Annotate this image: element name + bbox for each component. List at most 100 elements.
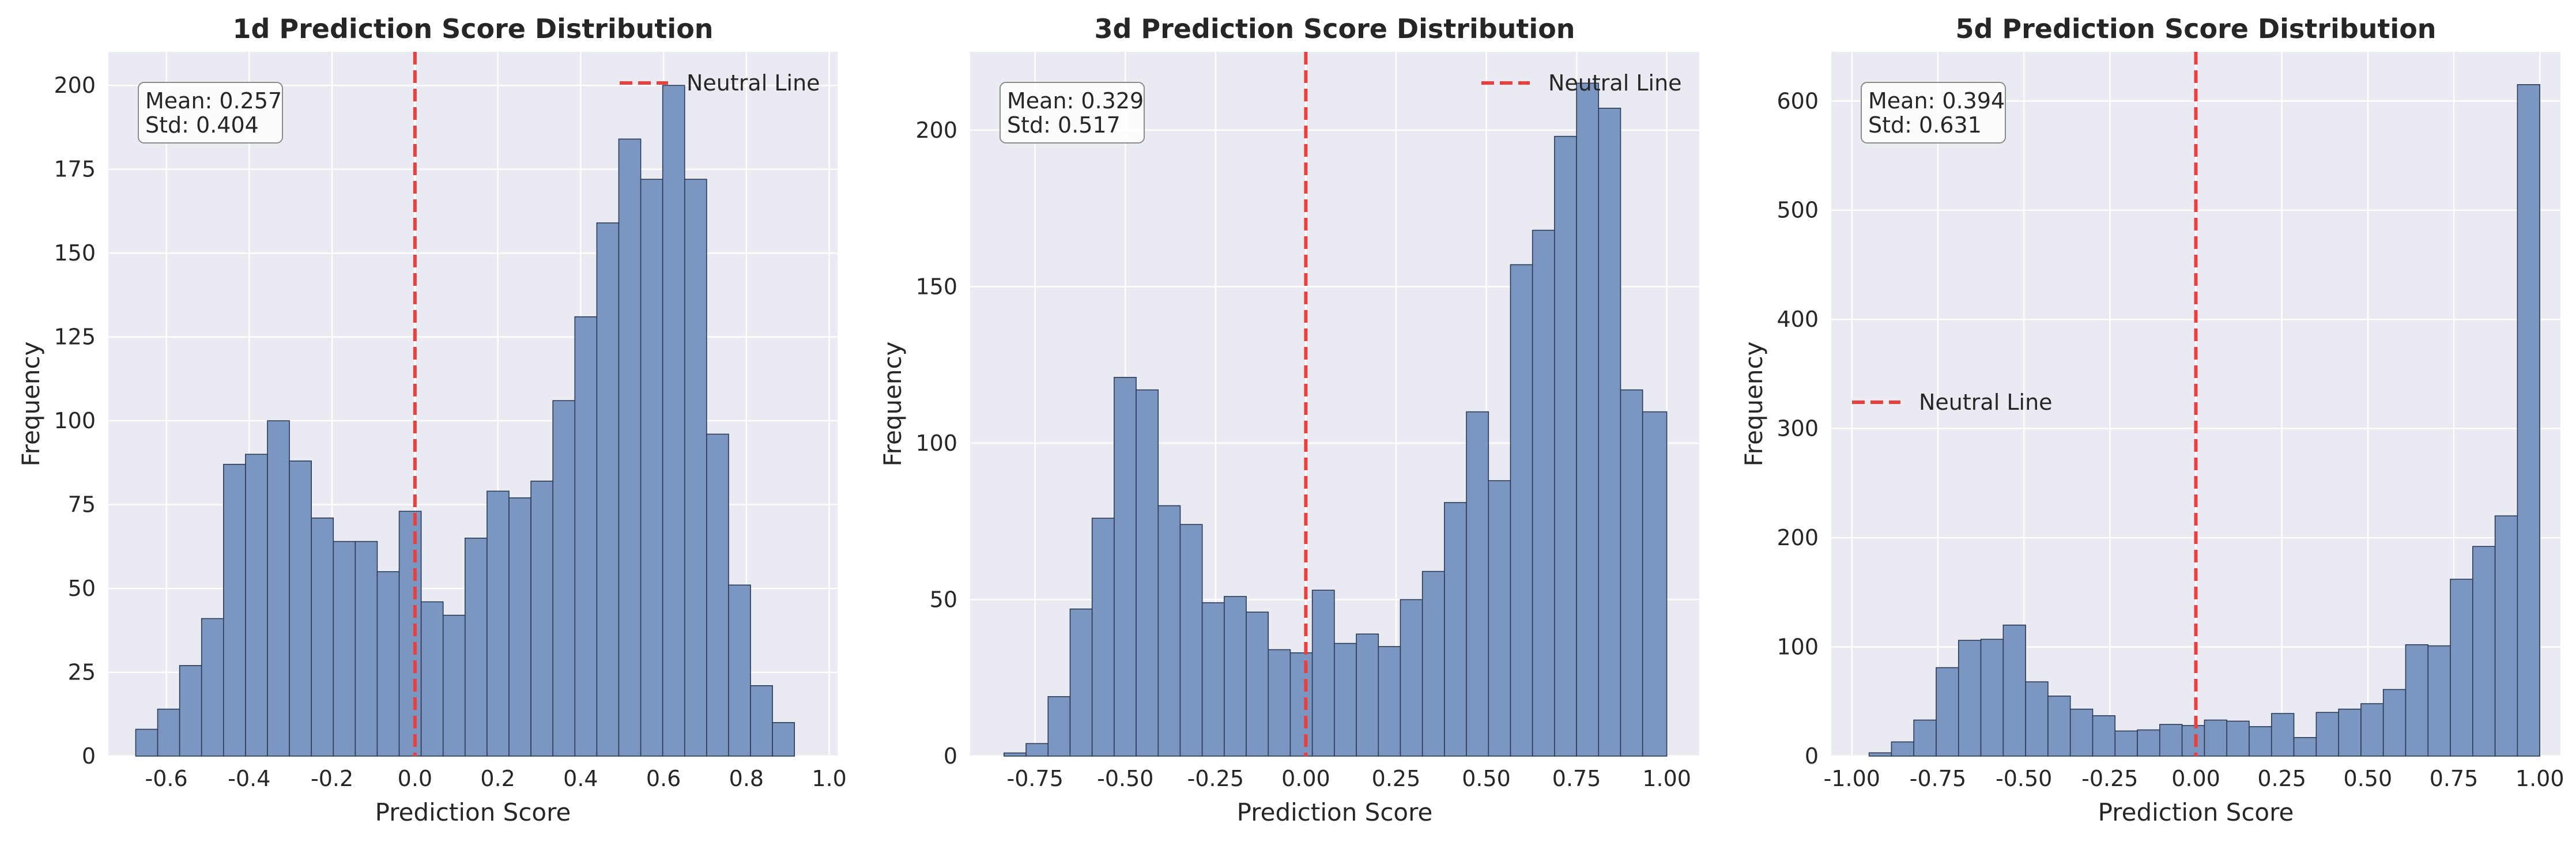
legend-label: Neutral Line [1548, 70, 1682, 96]
x-tick-label: 1.0 [812, 766, 846, 791]
y-tick-label: 100 [915, 430, 957, 456]
chart-panel-2: -0.75 -0.50 -0.25 0.00 0.25 0.50 0.75 1.00 0 50 10… [878, 13, 1699, 826]
histogram-bar [1025, 743, 1049, 757]
histogram-bar [2114, 730, 2138, 757]
legend: Neutral Line [1481, 70, 1682, 96]
x-tick-label: -0.2 [311, 766, 353, 791]
chart-title: 5d Prediction Score Distribution [1955, 13, 2436, 44]
histogram-bar [1532, 229, 1555, 757]
chart-title: 3d Prediction Score Distribution [1094, 13, 1575, 44]
x-tick-label: -0.50 [1097, 766, 1153, 791]
histogram-bar [1224, 596, 1247, 757]
x-tick-label: -0.25 [1187, 766, 1244, 791]
x-tick-label: 0.75 [2430, 766, 2479, 791]
histogram-bar [2517, 84, 2540, 757]
x-tick-label: 1.00 [2515, 766, 2564, 791]
legend: Neutral Line [1852, 390, 2053, 415]
x-tick-label: 1.00 [1642, 766, 1691, 791]
x-tick-label: 0.00 [1281, 766, 1330, 791]
histogram-bar [1980, 639, 2004, 757]
histogram-bar [1004, 752, 1027, 757]
histogram-bar [2472, 546, 2496, 757]
histogram-bars [1004, 82, 1668, 757]
y-tick-labels: 0 50 100 150 200 [915, 118, 957, 769]
x-tick-label: -0.75 [1007, 766, 1063, 791]
histogram-bar [420, 601, 444, 757]
y-axis-label: Frequency [878, 342, 907, 467]
histogram-bar [2025, 681, 2049, 757]
histogram-bar [1936, 667, 1959, 757]
histogram-bar [311, 518, 334, 757]
histogram-bar [684, 179, 707, 757]
y-tick-label: 300 [1777, 416, 1819, 441]
stats-box-frame [1861, 82, 2006, 143]
chart-title: 1d Prediction Score Distribution [232, 13, 713, 44]
x-tick-label: 0.50 [1462, 766, 1511, 791]
x-tick-label: 0.25 [2257, 766, 2306, 791]
y-axis-label: Frequency [1740, 342, 1768, 467]
y-tick-label: 50 [68, 576, 96, 601]
histogram-bar [728, 584, 751, 757]
histogram-bar [1510, 264, 1533, 757]
y-tick-label: 175 [54, 157, 96, 182]
histogram-bar [201, 618, 224, 757]
histogram-bar [245, 454, 268, 757]
y-tick-labels: 0 100 200 300 400 500 600 [1777, 88, 1819, 769]
histogram-bar [1334, 643, 1357, 757]
histogram-bar [2204, 719, 2228, 757]
x-axis-label: Prediction Score [375, 798, 571, 826]
histogram-bar [2159, 724, 2183, 757]
histogram-bar [1576, 82, 1600, 757]
stats-std: Std: 0.517 [1007, 112, 1121, 138]
x-tick-label: -0.4 [228, 766, 270, 791]
y-tick-label: 75 [68, 492, 96, 518]
y-tick-label: 25 [68, 660, 96, 685]
x-axis-label: Prediction Score [1237, 798, 1433, 826]
histogram-bar [2494, 515, 2518, 757]
histogram-bar [1378, 646, 1401, 757]
y-tick-label: 50 [930, 587, 957, 612]
histogram-bar [1069, 608, 1093, 757]
histogram-bar [2427, 645, 2451, 757]
x-tick-label: 0.00 [2171, 766, 2220, 791]
x-axis-label: Prediction Score [2098, 798, 2294, 826]
histogram-bar [618, 138, 642, 757]
histogram-bar [1157, 505, 1181, 757]
stats-mean: Mean: 0.329 [1007, 88, 1144, 114]
histogram-bar [1201, 602, 1225, 757]
histogram-bar [442, 614, 466, 757]
stats-box-frame [138, 82, 283, 143]
x-tick-label: 0.25 [1372, 766, 1421, 791]
histogram-bar [640, 179, 663, 757]
x-tick-label: -0.25 [2081, 766, 2138, 791]
y-tick-label: 150 [54, 240, 96, 266]
histogram-bar [574, 316, 598, 757]
histogram-bar [1620, 389, 1643, 757]
x-tick-label: -0.50 [1996, 766, 2052, 791]
x-tick-label: -0.6 [145, 766, 188, 791]
stats-box-frame [1000, 82, 1145, 143]
histogram-bar [376, 571, 400, 757]
histogram-bar [2293, 737, 2317, 757]
histogram-bar [135, 728, 159, 757]
x-tick-label: 0.6 [646, 766, 681, 791]
histogram-bar [1047, 696, 1071, 757]
chart-panels: -0.6 -0.4 -0.2 0.0 0.2 0.4 0.6 0.8 1.00255075100… [17, 13, 2564, 826]
histogram-bar [1091, 518, 1115, 757]
x-tick-labels: -0.75 -0.50 -0.25 0.00 0.25 0.50 0.75 1.00 [1007, 766, 1691, 791]
histogram-bar [354, 541, 378, 757]
histogram-bar [2092, 715, 2116, 757]
histogram-bar [2181, 725, 2205, 757]
y-tick-label: 100 [1777, 634, 1819, 660]
histogram-bar [486, 490, 510, 757]
y-tick-label: 200 [915, 118, 957, 143]
histogram-bar [2137, 729, 2160, 757]
legend: Neutral Line [620, 70, 820, 96]
y-tick-label: 0 [1805, 743, 1819, 769]
histogram-bar [179, 665, 202, 757]
histogram-bar [750, 685, 773, 757]
y-tick-label: 0 [82, 743, 96, 769]
